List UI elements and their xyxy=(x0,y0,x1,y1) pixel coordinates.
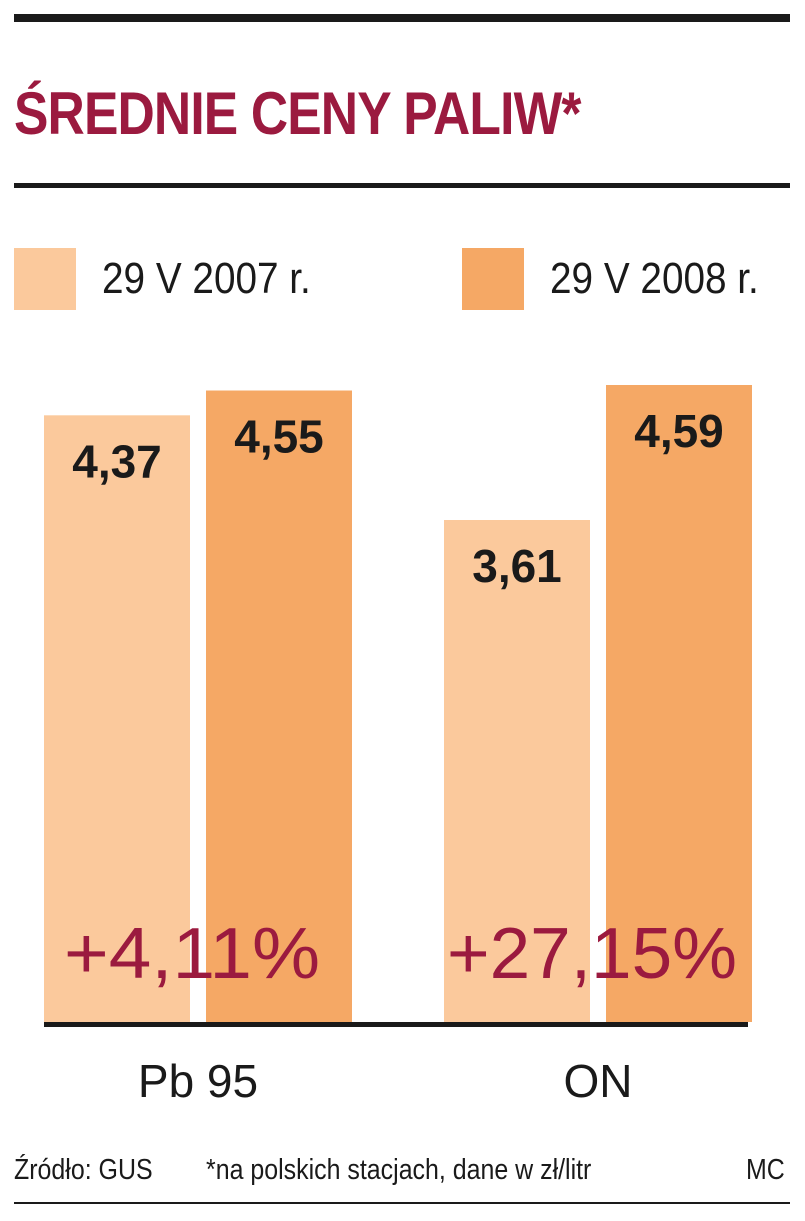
bar-2007-pb95 xyxy=(44,415,190,1022)
bar-2007-on xyxy=(444,520,590,1022)
legend-label-2008: 29 V 2008 r. xyxy=(550,254,759,303)
category-label: ON xyxy=(564,1055,633,1107)
source-note: Źródło: GUS xyxy=(14,1154,153,1186)
data-label: 4,59 xyxy=(634,405,724,457)
bar-2008-pb95 xyxy=(206,390,352,1022)
chart-title: ŚREDNIE CENY PALIW* xyxy=(14,80,581,147)
bar-2008-on xyxy=(606,385,752,1022)
top-rule xyxy=(14,14,790,22)
change-annotation: +4,11% xyxy=(64,914,320,994)
bottom-rule xyxy=(14,1202,790,1204)
data-label: 4,37 xyxy=(72,435,162,487)
author-credit: MC xyxy=(746,1154,785,1186)
x-axis-line xyxy=(44,1022,748,1027)
data-label: 4,55 xyxy=(234,411,324,463)
category-label: Pb 95 xyxy=(138,1055,258,1107)
title-divider xyxy=(14,183,790,188)
legend-label-2007: 29 V 2007 r. xyxy=(102,254,311,303)
legend-item-2007: 29 V 2007 r. xyxy=(14,248,339,310)
footnote: *na polskich stacjach, dane w zł/litr xyxy=(206,1154,592,1186)
bar-chart: 4,37 4,55 +4,11% Pb 95 3,61 4,59 +27,15% ON xyxy=(44,385,752,1107)
legend-swatch-2008 xyxy=(462,248,524,310)
change-annotation: +27,15% xyxy=(447,914,737,994)
data-label: 3,61 xyxy=(472,540,562,592)
legend-swatch-2007 xyxy=(14,248,76,310)
legend-item-2008: 29 V 2008 r. xyxy=(462,248,787,310)
